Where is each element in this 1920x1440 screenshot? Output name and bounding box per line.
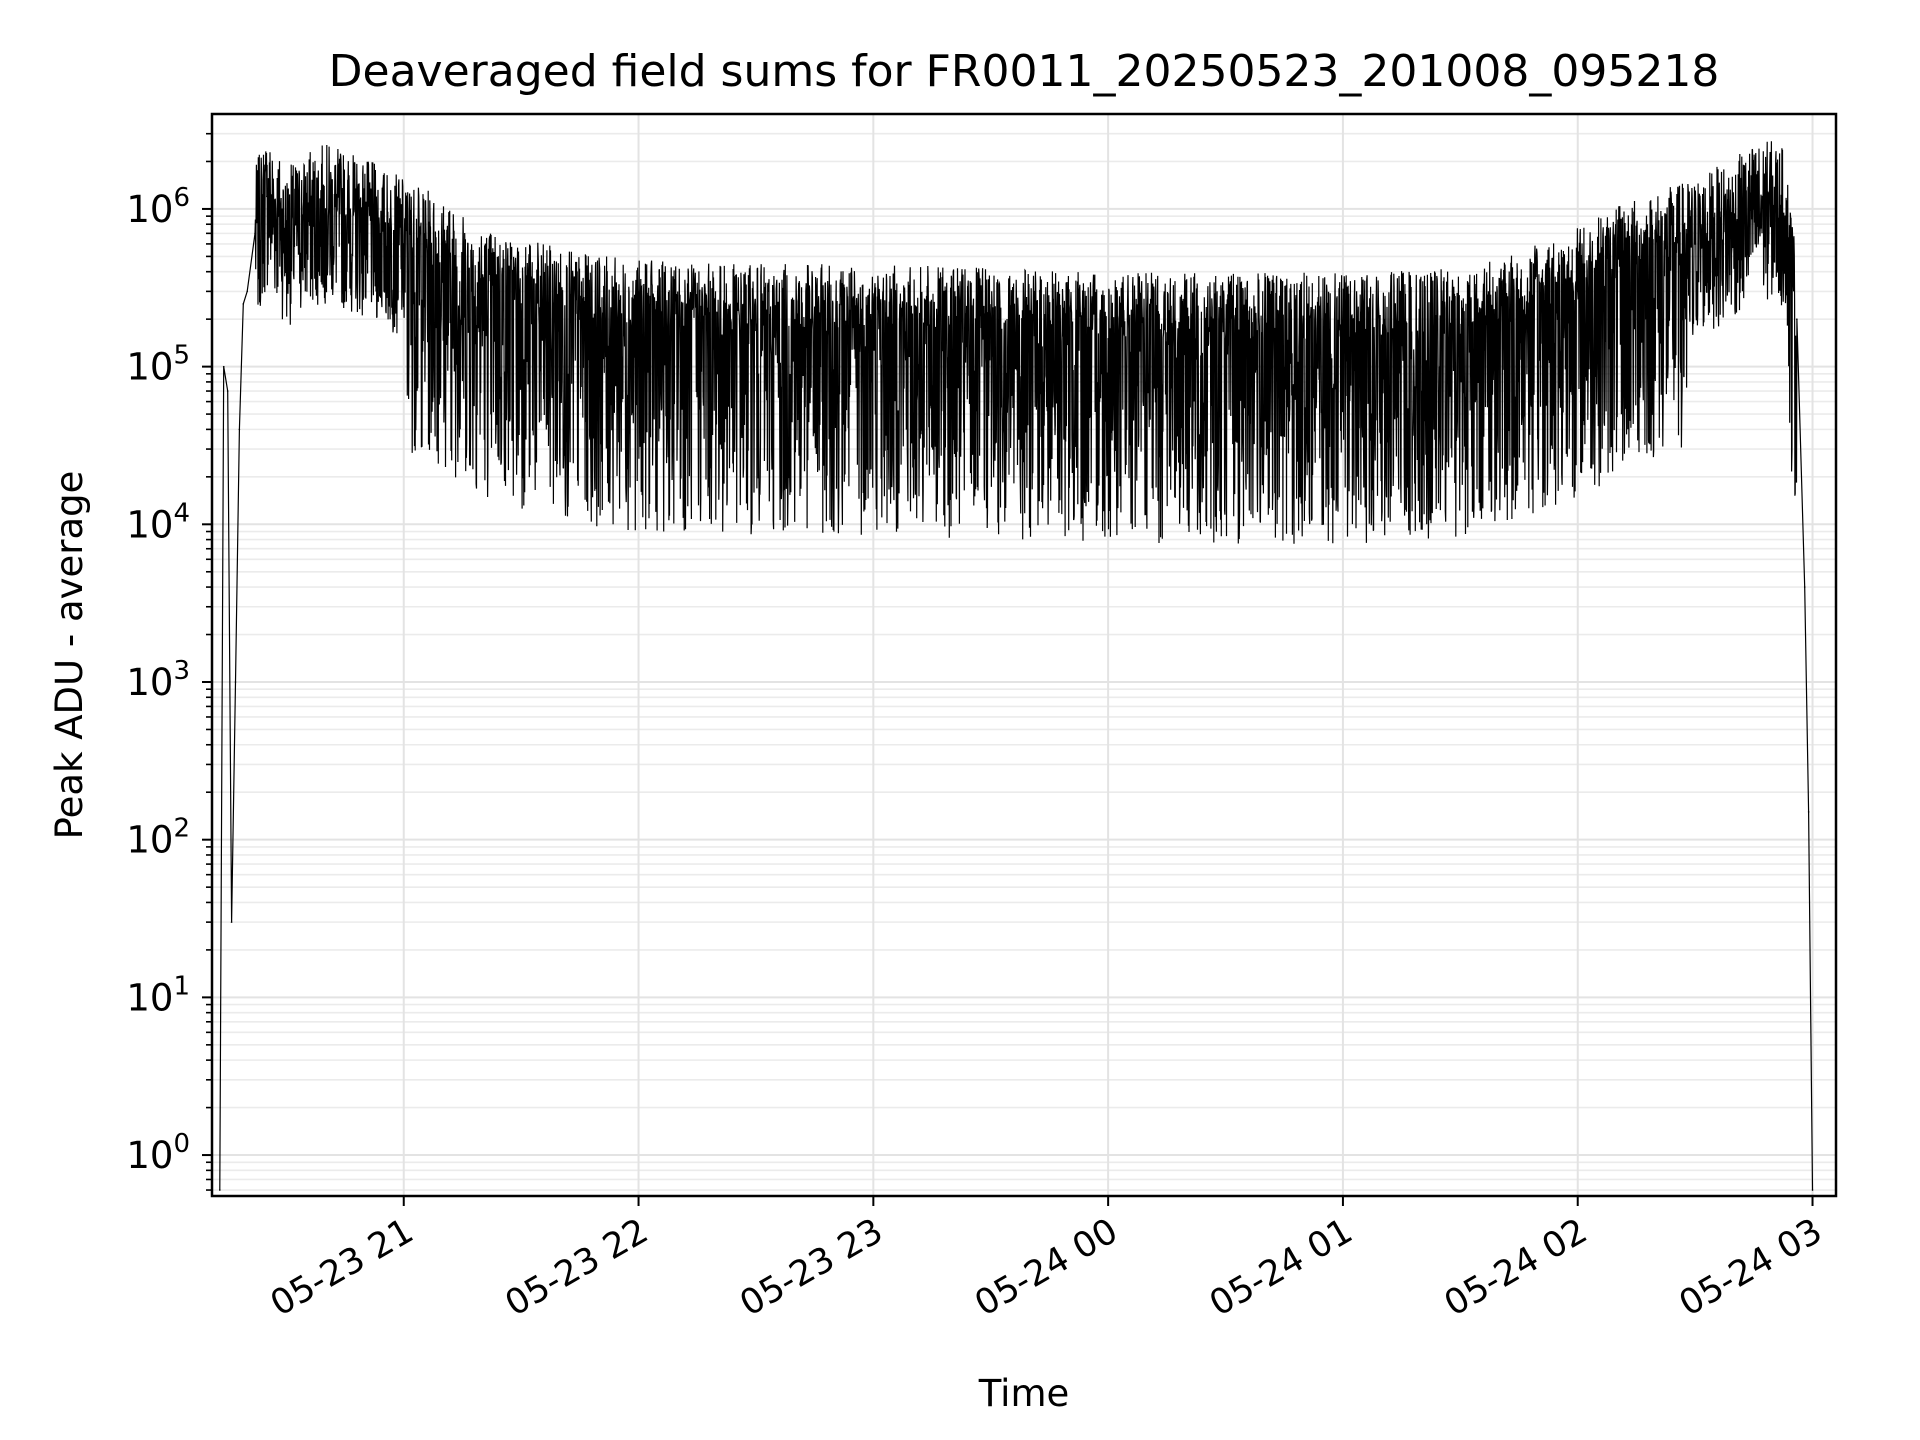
data-point <box>219 1189 221 1191</box>
data-point <box>1784 215 1786 217</box>
data-point <box>872 329 875 332</box>
data-point <box>1733 223 1736 226</box>
data-point <box>242 303 245 305</box>
data-point <box>234 681 237 683</box>
data-point <box>1796 318 1798 320</box>
data-point <box>989 333 992 336</box>
data-line <box>219 141 1814 1191</box>
data-point <box>1811 1189 1814 1191</box>
data-point <box>1576 290 1579 293</box>
data-point <box>363 223 366 226</box>
y-tick-label: 103 <box>126 656 190 704</box>
y-tick-label: 105 <box>126 341 190 389</box>
data-point <box>277 215 280 217</box>
data-point <box>265 195 268 198</box>
data-point <box>226 390 229 392</box>
data-point <box>637 325 640 328</box>
data-point <box>254 232 256 235</box>
y-tick-label: 104 <box>126 498 190 546</box>
data-point <box>1107 338 1109 340</box>
data-point <box>579 318 581 320</box>
data-point <box>402 243 405 245</box>
data-point <box>222 365 225 368</box>
data-point <box>344 215 346 217</box>
data-point <box>1803 586 1806 588</box>
data-point <box>1753 208 1755 210</box>
data-point <box>230 921 233 923</box>
data-point <box>1694 243 1696 245</box>
plot-frame <box>210 112 1838 1198</box>
data-point <box>442 262 444 265</box>
data-point <box>309 215 311 217</box>
data-point <box>285 232 288 235</box>
data-point <box>755 329 757 332</box>
data-point <box>297 223 299 226</box>
x-axis-label: Time <box>978 1372 1070 1415</box>
y-tick-label: 101 <box>126 971 190 1019</box>
data-point <box>481 290 483 293</box>
data-point <box>1807 811 1810 813</box>
y-tick-label: 100 <box>126 1129 190 1177</box>
data-point <box>1224 338 1227 340</box>
data-point <box>1518 318 1520 320</box>
data-point <box>1459 333 1462 336</box>
chart-title: Deaveraged field sums for FR0011_2025052… <box>329 46 1720 97</box>
data-point <box>324 208 327 210</box>
y-tick-label: 106 <box>126 183 190 231</box>
data-layer <box>219 141 1814 1191</box>
data-point <box>246 290 249 293</box>
data-point <box>520 303 522 305</box>
y-tick-label: 102 <box>126 814 190 862</box>
data-point <box>1342 338 1344 340</box>
data-point <box>238 428 241 431</box>
data-point <box>1772 204 1775 207</box>
y-axis-label: Peak ADU - average <box>48 471 91 840</box>
grid-layer <box>212 114 1836 1196</box>
data-point <box>1635 262 1638 265</box>
